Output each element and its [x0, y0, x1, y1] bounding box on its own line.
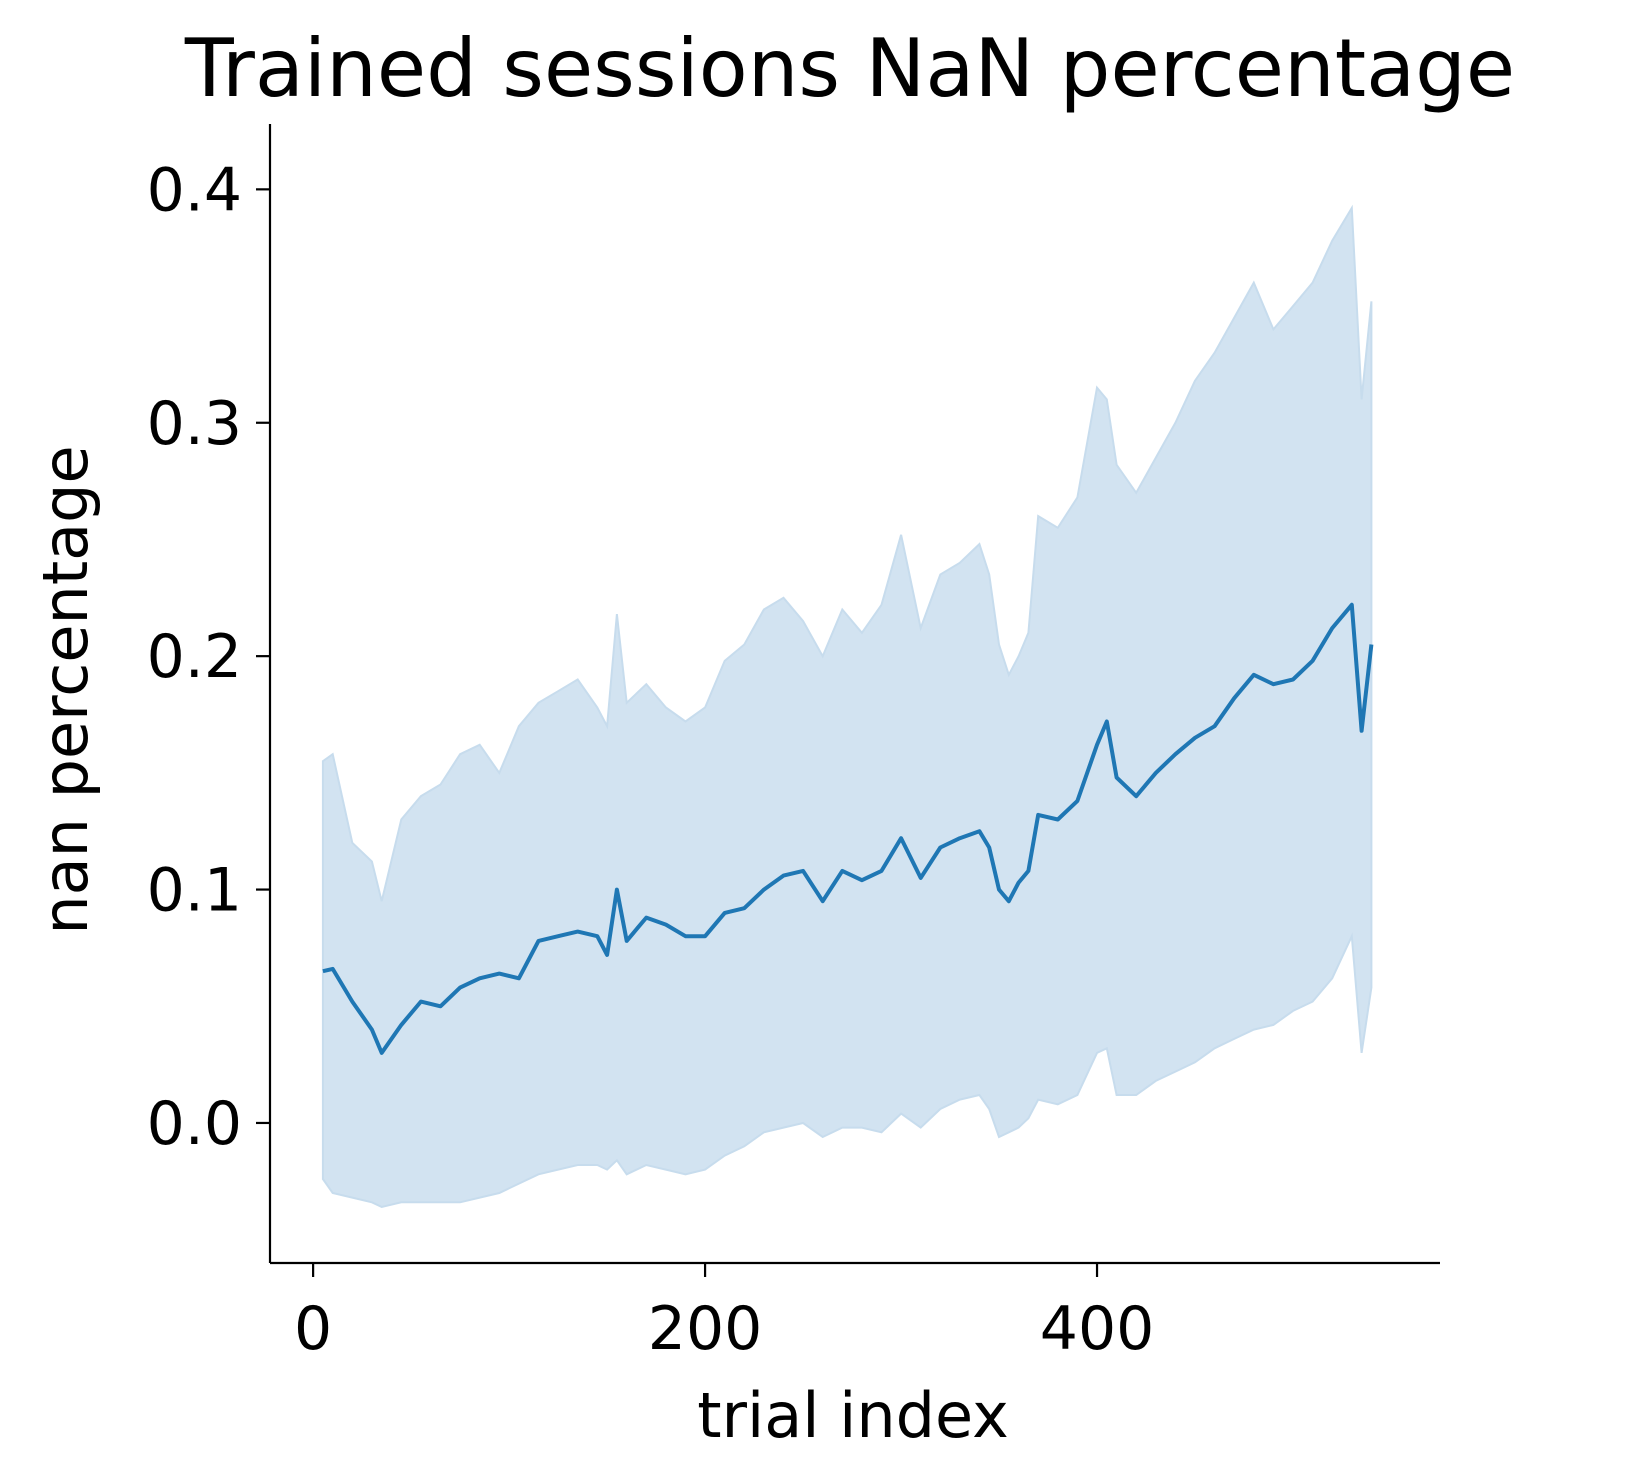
band-area	[321, 204, 1373, 1209]
y-axis-ticks: 0.0 0.1 0.2 0.3 0.4	[147, 155, 270, 1159]
chart-title: Trained sessions NaN percentage	[184, 22, 1515, 115]
x-tick-label: 200	[648, 1294, 763, 1364]
x-tick-label: 400	[1040, 1294, 1155, 1364]
mean-line	[322, 602, 1374, 1055]
y-axis-label: nan percentage	[29, 445, 102, 934]
confidence-band	[321, 204, 1373, 1209]
x-axis-ticks: 0 200 400	[294, 1263, 1154, 1364]
x-axis-label: trial index	[697, 1379, 1009, 1452]
x-tick-label: 0	[294, 1294, 332, 1364]
y-tick-label: 0.3	[147, 389, 242, 459]
y-tick-label: 0.0	[147, 1089, 242, 1159]
y-tick-label: 0.4	[147, 155, 242, 225]
y-tick-label: 0.2	[147, 622, 242, 692]
y-tick-label: 0.1	[147, 856, 242, 926]
series-line	[322, 602, 1374, 1055]
